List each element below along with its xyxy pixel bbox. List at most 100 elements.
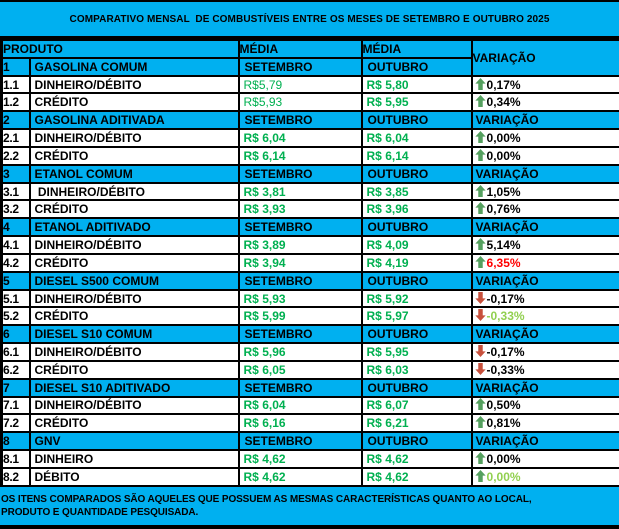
down-arrow-icon	[474, 291, 486, 304]
payment-method-row: 7.2 CRÉDITO R$ 6,16 R$ 6,21 0,81%	[0, 413, 619, 434]
row-number-cell: 6.2	[0, 359, 31, 380]
variacao-cell: 6,35%	[470, 252, 619, 273]
row-number-cell: 7.2	[0, 413, 31, 434]
up-arrow-icon	[474, 184, 486, 197]
outubro-value-cell: R$ 4,19	[360, 252, 473, 273]
variacao-cell: 0,00%	[470, 449, 619, 469]
outubro-value-cell: R$ 5,95	[360, 342, 473, 362]
setembro-label-cell: SETEMBRO	[237, 217, 363, 238]
row-number-cell: 8.1	[0, 449, 31, 469]
variacao-value: 0,50%	[486, 398, 521, 413]
outubro-value-cell: R$ 6,14	[360, 145, 473, 166]
outubro-value-cell: R$ 6,03	[360, 359, 473, 380]
variacao-cell: 0,00%	[470, 466, 619, 488]
payment-method-row: 5.1 DINHEIRO/DÉBITO R$ 5,93 R$ 5,92 -0,17%	[0, 288, 619, 309]
setembro-label-cell: SETEMBRO	[237, 324, 363, 345]
setembro-value-cell: R$ 6,14	[237, 145, 363, 166]
payment-method-row: 8.2 DÉBITO R$ 4,62 R$ 4,62 0,00%	[0, 466, 619, 488]
outubro-value-cell: R$ 6,07	[360, 395, 473, 416]
payment-method-row: 2.1 DINHEIRO/DÉBITO R$ 6,04 R$ 6,04 0,00%	[0, 128, 619, 148]
product-name-cell: ETANOL COMUM	[28, 163, 240, 184]
variacao-value: 0,00%	[486, 469, 521, 484]
variacao-value: 0,34%	[486, 95, 521, 110]
variacao-value: 5,14%	[486, 238, 521, 253]
outubro-value-cell: R$ 4,62	[360, 466, 473, 488]
outubro-value-cell: R$ 5,95	[360, 92, 473, 113]
payment-method-row: 3.1 DINHEIRO/DÉBITO R$ 3,81 R$ 3,85 1,05%	[0, 181, 619, 202]
payment-method-row: 1.1 DINHEIRO/DÉBITO R$5,79 R$ 5,80 0,17%	[0, 74, 619, 95]
setembro-label-cell: SETEMBRO	[237, 377, 363, 398]
variacao-value: 0,17%	[486, 77, 521, 92]
outubro-label-cell: OUTUBRO	[360, 163, 473, 184]
setembro-value-cell: R$ 5,99	[237, 306, 363, 327]
row-number-cell: 6	[0, 324, 31, 345]
row-number-cell: 1	[0, 56, 31, 77]
footer-note-line1: OS ITENS COMPARADOS SÃO AQUELES QUE POSS…	[1, 494, 532, 505]
setembro-value-cell: R$ 3,89	[237, 235, 363, 255]
outubro-value-cell: R$ 6,04	[360, 128, 473, 148]
setembro-value-cell: R$ 6,16	[237, 413, 363, 434]
row-number-cell: 5.2	[0, 306, 31, 327]
product-group-row: 3 ETANOL COMUM SETEMBRO OUTUBRO VARIAÇÃO	[0, 163, 619, 184]
variacao-value: -0,33%	[486, 362, 525, 377]
product-group-row: 2 GASOLINA ADITIVADA SETEMBRO OUTUBRO VARIAÇ…	[0, 110, 619, 131]
row-number-cell: 7	[0, 377, 31, 398]
variacao-label-cell: VARIAÇÃO	[470, 110, 619, 131]
row-number-cell: 4.1	[0, 235, 31, 255]
up-arrow-icon	[474, 238, 486, 251]
payment-method-cell: DINHEIRO/DÉBITO	[28, 288, 240, 309]
variacao-value: -0,17%	[486, 344, 525, 359]
page-title: COMPARATIVO MENSAL DE COMBUSTÍVEIS ENTRE…	[0, 0, 619, 39]
setembro-value-cell: R$ 5,96	[237, 342, 363, 362]
outubro-label-cell: OUTUBRO	[360, 377, 473, 398]
up-arrow-icon	[474, 452, 486, 464]
variacao-value: 6,35%	[486, 255, 521, 270]
setembro-value-cell: R$ 3,81	[237, 181, 363, 202]
variacao-cell: -0,17%	[470, 288, 619, 309]
payment-method-cell: CRÉDITO	[28, 199, 240, 220]
setembro-value-cell: R$ 6,04	[237, 128, 363, 148]
variacao-label-cell: VARIAÇÃO	[470, 324, 619, 345]
row-number-cell: 2.1	[0, 128, 31, 148]
up-arrow-icon	[474, 202, 486, 215]
outubro-value-cell: R$ 5,97	[360, 306, 473, 327]
outubro-label-cell: OUTUBRO	[360, 270, 473, 291]
row-number-cell: 6.1	[0, 342, 31, 362]
footer-note-line2: PRODUTO E QUANTIDADE PESQUISADA.	[1, 507, 199, 518]
outubro-value-cell: R$ 6,21	[360, 413, 473, 434]
variacao-cell: 0,81%	[470, 413, 619, 434]
payment-method-row: 6.2 CRÉDITO R$ 6,05 R$ 6,03 -0,33%	[0, 359, 619, 380]
setembro-value-cell: R$ 3,93	[237, 199, 363, 220]
variacao-cell: 0,34%	[470, 92, 619, 113]
variacao-value: 0,76%	[486, 202, 521, 217]
payment-method-row: 4.2 CRÉDITO R$ 3,94 R$ 4,19 6,35%	[0, 252, 619, 273]
variacao-value: -0,33%	[486, 309, 525, 324]
setembro-label-cell: SETEMBRO	[237, 56, 363, 77]
setembro-label-cell: SETEMBRO	[237, 163, 363, 184]
setembro-value-cell: R$ 3,94	[237, 252, 363, 273]
variacao-value: 0,81%	[486, 416, 521, 431]
setembro-value-cell: R$ 6,04	[237, 395, 363, 416]
outubro-label-cell: OUTUBRO	[360, 431, 473, 452]
payment-method-cell: DINHEIRO/DÉBITO	[28, 235, 240, 255]
up-arrow-icon	[474, 77, 486, 90]
row-number-cell: 8.2	[0, 466, 31, 488]
product-name-cell: GNV	[28, 431, 240, 452]
variacao-cell: 0,00%	[470, 145, 619, 166]
down-arrow-icon	[474, 309, 486, 322]
payment-method-cell: DÉBITO	[28, 466, 240, 488]
payment-method-row: 3.2 CRÉDITO R$ 3,93 R$ 3,96 0,76%	[0, 199, 619, 220]
product-group-row: 7 DIESEL S10 ADITIVADO SETEMBRO OUTUBRO VARI…	[0, 377, 619, 398]
product-group-row: 1 GASOLINA COMUM SETEMBRO OUTUBRO	[0, 56, 619, 77]
product-group-row: 5 DIESEL S500 COMUM SETEMBRO OUTUBRO VARIAÇÃ…	[0, 270, 619, 291]
variacao-label-cell: VARIAÇÃO	[470, 217, 619, 238]
payment-method-cell: CRÉDITO	[28, 359, 240, 380]
col-header-media-setembro: MÉDIA	[237, 39, 363, 59]
product-group-row: 6 DIESEL S10 COMUM SETEMBRO OUTUBRO VARIAÇÃO	[0, 324, 619, 345]
product-name-cell: DIESEL S10 ADITIVADO	[28, 377, 240, 398]
setembro-value-cell: R$ 4,62	[237, 449, 363, 469]
outubro-value-cell: R$ 5,92	[360, 288, 473, 309]
payment-method-row: 8.1 DINHEIRO R$ 4,62 R$ 4,62 0,00%	[0, 449, 619, 469]
row-number-cell: 5	[0, 270, 31, 291]
payment-method-cell: DINHEIRO/DÉBITO	[28, 74, 240, 95]
